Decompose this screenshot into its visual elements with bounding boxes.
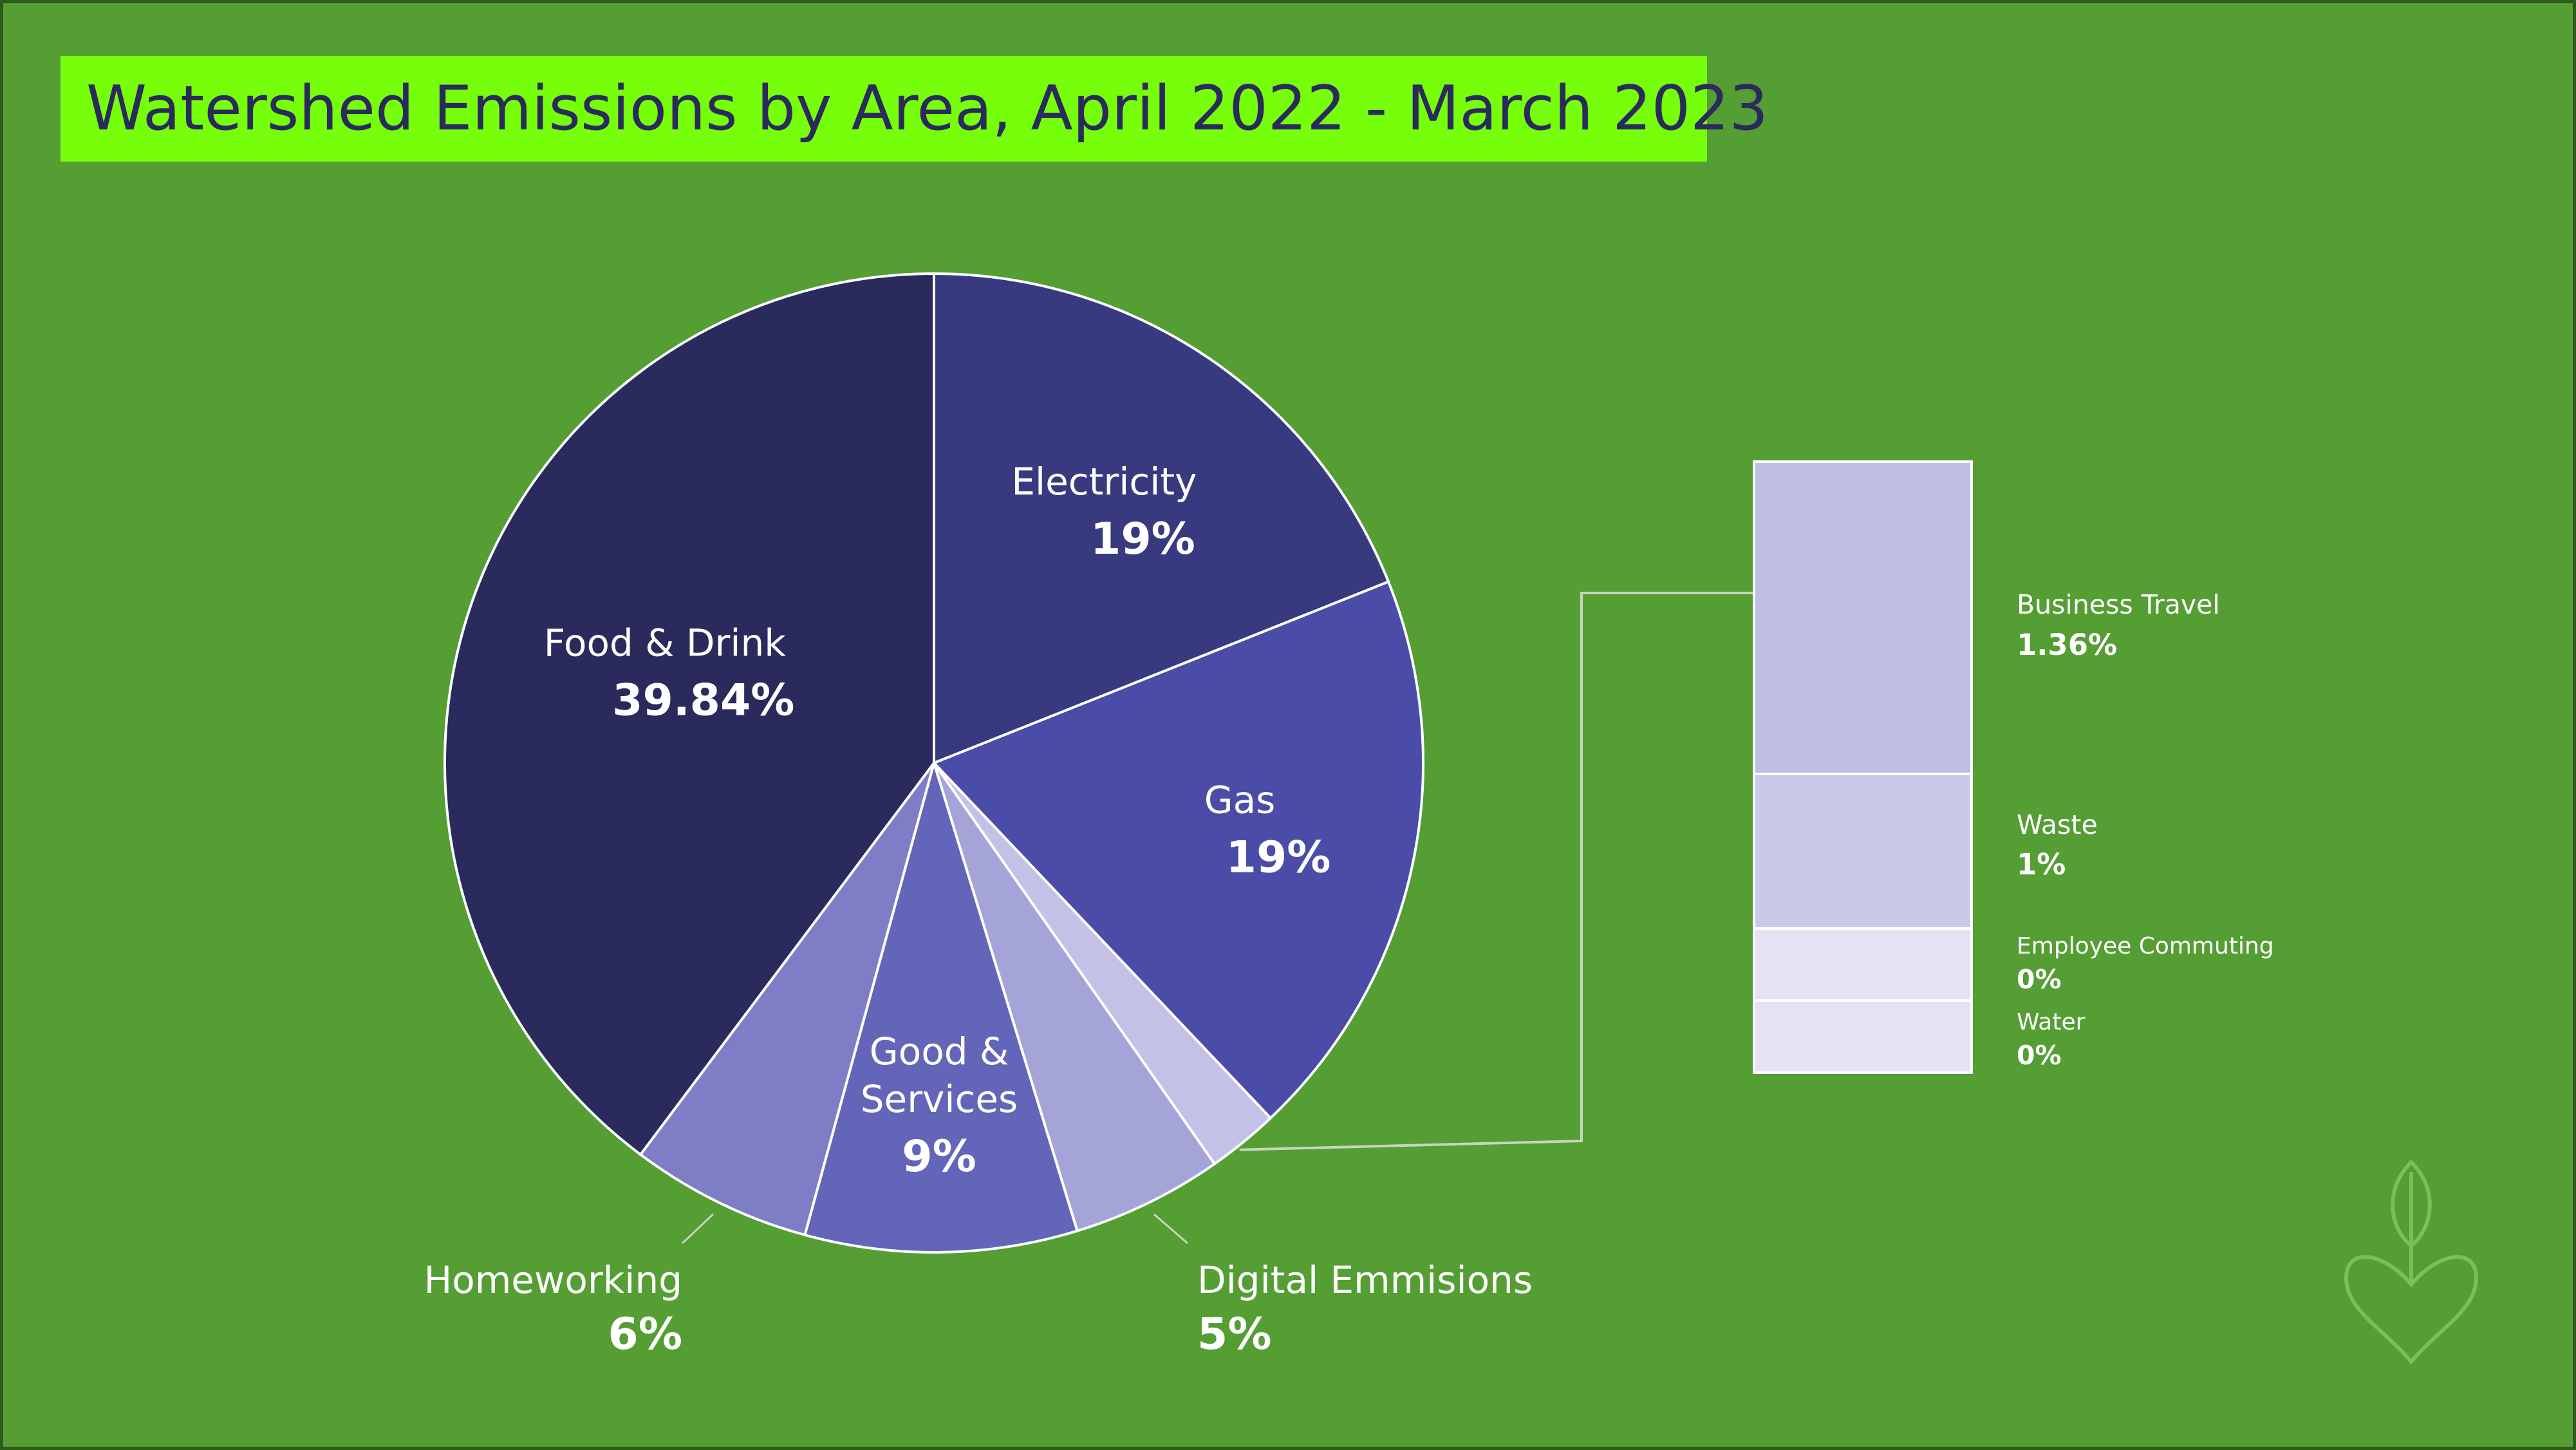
pie-slice-electricity — [933, 272, 1390, 765]
bar-value-water: 0% — [2017, 1040, 2062, 1071]
bar-label-business-travel: Business Travel — [2017, 589, 2220, 620]
slice-label-good-and-services: Services — [861, 1077, 1018, 1121]
slice-label-food-and-drink: Food & Drink — [544, 621, 787, 665]
leader-line-digital-emmisions — [1153, 1213, 1188, 1245]
slice-value-good-and-services: 9% — [902, 1131, 976, 1182]
bar-segment-business-travel — [1753, 460, 1973, 775]
bar-segment-water — [1753, 999, 1973, 1074]
pie-slice-gas — [931, 579, 1425, 1120]
bar-label-employee-commuting: Employee Commuting — [2017, 933, 2274, 959]
slice-value-digital-emmisions: 5% — [1197, 1309, 1271, 1360]
pie-slice-good-and-services — [803, 758, 1079, 1254]
slice-label-digital-emmisions: Digital Emmisions — [1197, 1258, 1533, 1302]
title-banner: Watershed Emissions by Area, April 2022 … — [61, 56, 1768, 162]
bar-segment-waste — [1753, 773, 1973, 930]
slice-label-gas: Gas — [1204, 778, 1276, 822]
chart-title: Watershed Emissions by Area, April 2022 … — [86, 73, 1768, 144]
slice-label-homeworking: Homeworking — [424, 1258, 682, 1302]
leaf-heart-icon — [2344, 1159, 2479, 1365]
bar-label-waste: Waste — [2017, 809, 2098, 840]
bar-label-water: Water — [2017, 1009, 2086, 1035]
pie-slice-homeworking — [639, 762, 935, 1237]
bar-segment-employee-commuting — [1753, 927, 1973, 1002]
slice-value-food-and-drink: 39.84% — [612, 675, 794, 726]
slice-label-good-and-services: Good & — [870, 1030, 1009, 1073]
leader-lines — [681, 592, 1754, 1245]
chart-labels: Electricity 19% Gas 19% Good &Services 9% Food… — [424, 460, 2274, 1360]
slice-value-electricity: 19% — [1090, 514, 1195, 565]
slice-value-gas: 19% — [1226, 832, 1331, 883]
breakdown-connector — [1239, 592, 1754, 1151]
breakdown-bar — [1753, 460, 1973, 1074]
pie-slice-digital-emmisions — [933, 762, 1217, 1233]
pie-slice-food-and-drink — [443, 272, 935, 1156]
bar-value-waste: 1% — [2017, 847, 2066, 881]
slice-value-homeworking: 6% — [608, 1309, 682, 1360]
bar-value-employee-commuting: 0% — [2017, 964, 2062, 995]
leader-line-homeworking — [681, 1213, 714, 1245]
emissions-chart: Electricity 19% Gas 19% Good &Services 9% Food… — [424, 272, 2479, 1365]
bar-value-business-travel: 1.36% — [2017, 628, 2117, 662]
slice-label-electricity: Electricity — [1011, 460, 1197, 504]
pie-chart — [443, 272, 1425, 1254]
